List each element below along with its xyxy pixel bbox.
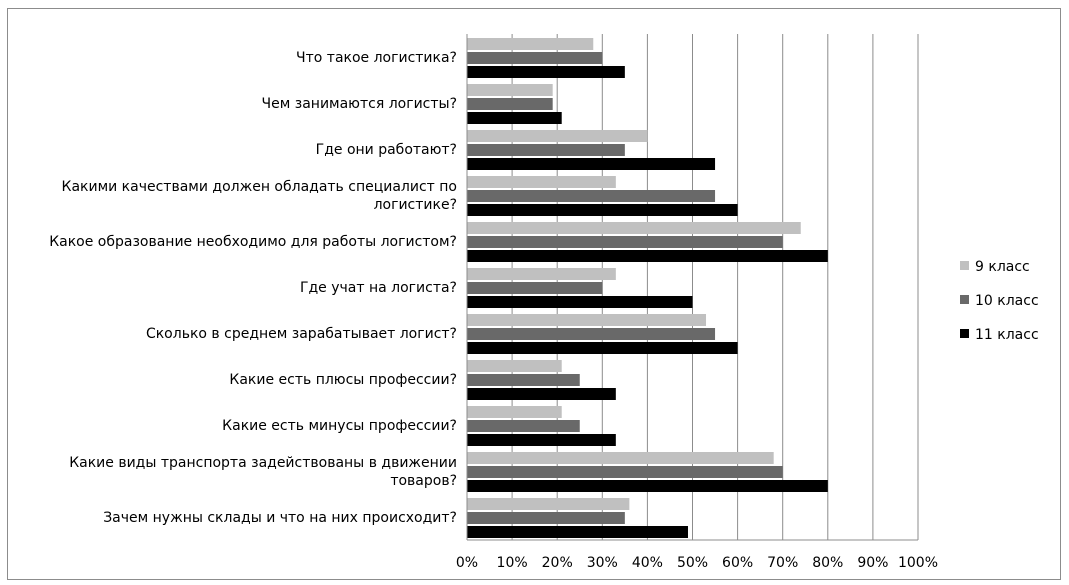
bar-1-2 [467,84,553,96]
bar-2-5 [467,236,783,248]
x-tick-label: 70% [767,555,798,571]
bar-1-11 [467,498,630,510]
legend-swatch [960,295,969,304]
category-label: Какие есть плюсы профессии? [229,372,457,388]
bar-1-10 [467,452,774,464]
bar-3-3 [467,158,716,170]
x-tick-label: 90% [857,555,888,571]
bar-1-5 [467,222,801,234]
x-tick-label: 50% [677,555,708,571]
x-tick-label: 60% [722,555,753,571]
bar-1-9 [467,406,562,418]
bar-1-6 [467,268,616,280]
category-label: Что такое логистика? [296,50,457,66]
category-label: Какие виды транспорта задействованы в дв… [69,455,457,471]
bar-2-11 [467,512,625,524]
bar-3-4 [467,204,738,216]
legend-label: 11 класс [975,327,1039,343]
bar-2-2 [467,98,553,110]
x-tick-label: 100% [898,555,938,571]
legend-swatch [960,329,969,338]
bar-2-10 [467,466,783,478]
legend-label: 9 класс [975,259,1030,275]
bar-3-6 [467,296,693,308]
x-tick-label: 30% [587,555,618,571]
category-label: Где они работают? [316,142,457,158]
bar-1-8 [467,360,562,372]
bar-3-11 [467,526,688,538]
x-tick-label: 0% [456,555,478,571]
category-label: Сколько в среднем зарабатывает логист? [146,326,457,342]
category-label: Где учат на логиста? [300,280,457,296]
x-tick-label: 40% [632,555,663,571]
bar-3-2 [467,112,562,124]
bar-1-1 [467,38,594,50]
bar-3-9 [467,434,616,446]
bar-2-9 [467,420,580,432]
category-label: Зачем нужны склады и что на них происход… [103,510,457,526]
bar-1-3 [467,130,648,142]
category-label: Какие есть минусы профессии? [222,418,457,434]
bar-2-3 [467,144,625,156]
x-tick-label: 80% [812,555,843,571]
bar-2-8 [467,374,580,386]
bar-1-7 [467,314,707,326]
legend-label: 10 класс [975,293,1039,309]
bar-2-6 [467,282,603,294]
category-label: Какими качествами должен обладать специа… [62,179,458,195]
legend-swatch [960,261,969,270]
bar-2-4 [467,190,716,202]
bar-1-4 [467,176,616,188]
category-label: логистике? [374,197,457,213]
bar-3-1 [467,66,625,78]
bar-2-7 [467,328,716,340]
x-tick-label: 10% [497,555,528,571]
bar-3-5 [467,250,828,262]
bar-3-8 [467,388,616,400]
category-label: Чем занимаются логисты? [262,96,457,112]
bar-3-7 [467,342,738,354]
category-label: Какое образование необходимо для работы … [49,234,457,250]
bar-3-10 [467,480,828,492]
bar-2-1 [467,52,603,64]
category-label: товаров? [390,473,457,489]
x-tick-label: 20% [542,555,573,571]
